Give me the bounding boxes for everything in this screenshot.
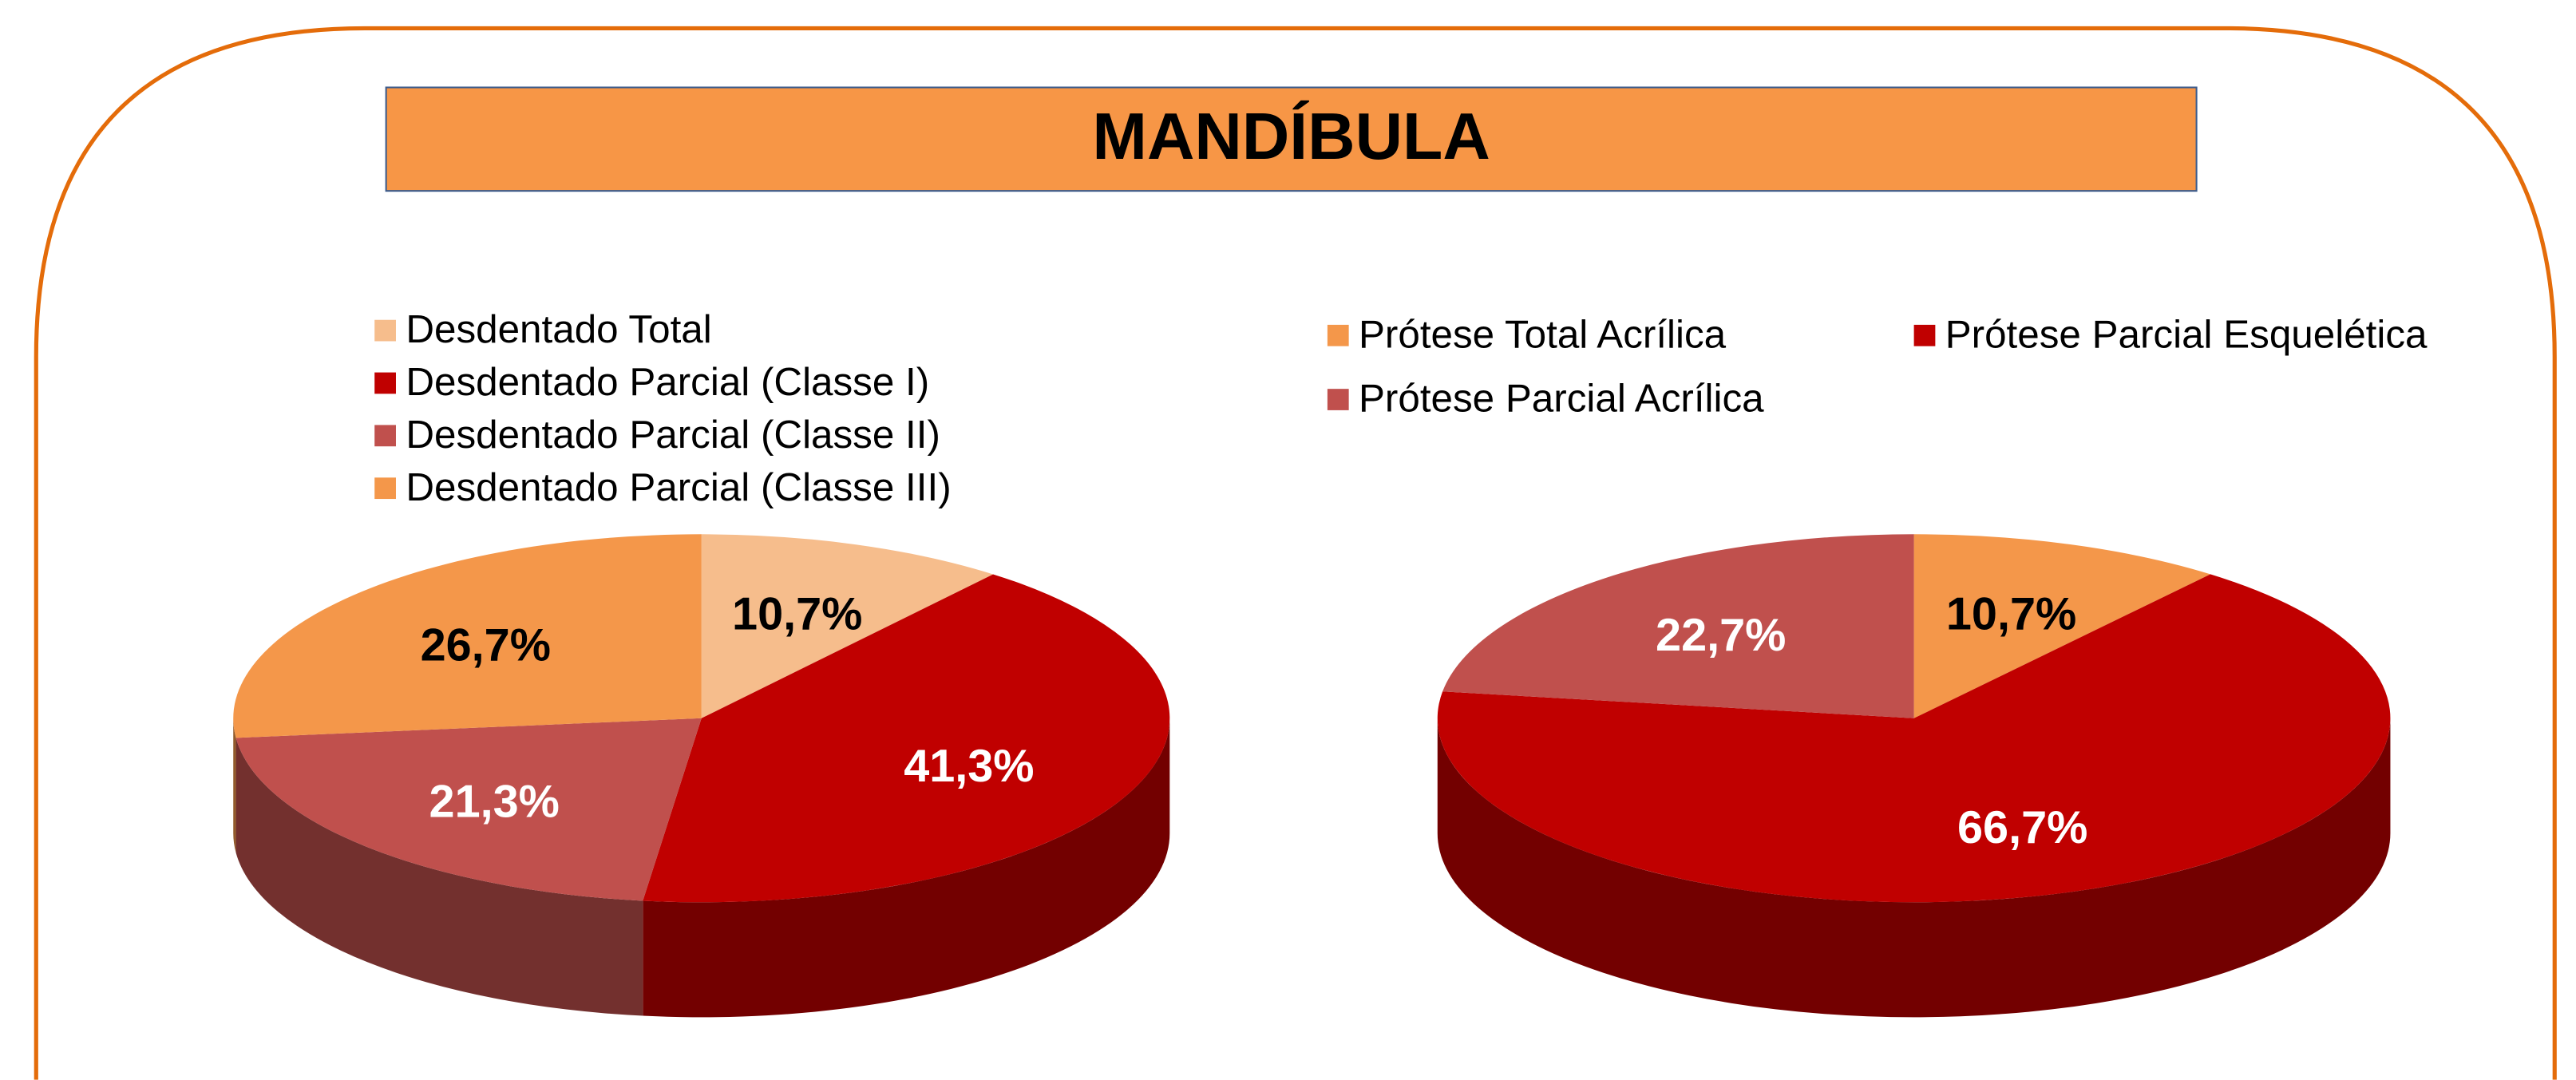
data-label: 10,7% (732, 588, 862, 639)
legend-label: Prótese Parcial Acrílica (1359, 377, 1764, 421)
slice (701, 534, 994, 718)
legend-swatch (374, 477, 396, 500)
title-box (385, 86, 2198, 192)
slice-side (1437, 718, 2391, 1018)
legend-swatch (1913, 324, 1936, 346)
data-label: 26,7% (421, 620, 551, 671)
slice (643, 574, 1170, 903)
data-label: 66,7% (1957, 802, 2087, 853)
legend-label: Prótese Total Acrílica (1359, 312, 1727, 356)
data-label: 10,7% (1946, 588, 2076, 639)
slice (233, 534, 702, 738)
slice-side (643, 718, 1170, 1018)
slice (235, 718, 702, 901)
slice-side (235, 738, 643, 1016)
slice (1913, 534, 2210, 718)
slice-side (233, 718, 236, 853)
data-label: 41,3% (904, 741, 1034, 792)
legend-label: Desdentado Total (406, 307, 711, 351)
legend-swatch (374, 372, 396, 394)
title: MANDÍBULA (1092, 100, 1490, 173)
legend-swatch (374, 319, 396, 342)
legend-label: Desdentado Parcial (Classe II) (406, 413, 940, 457)
legend-swatch (374, 425, 396, 447)
frame (34, 26, 2557, 1080)
slice (1442, 534, 1914, 718)
data-label: 22,7% (1656, 610, 1786, 661)
legend-label: Desdentado Parcial (Classe III) (406, 465, 951, 509)
legend-swatch (1327, 389, 1349, 410)
legend-label: Desdentado Parcial (Classe I) (406, 360, 929, 404)
legend-swatch (1327, 324, 1349, 346)
slice (1437, 574, 2391, 903)
data-label: 21,3% (429, 776, 560, 827)
legend-label: Prótese Parcial Esquelética (1945, 312, 2428, 356)
